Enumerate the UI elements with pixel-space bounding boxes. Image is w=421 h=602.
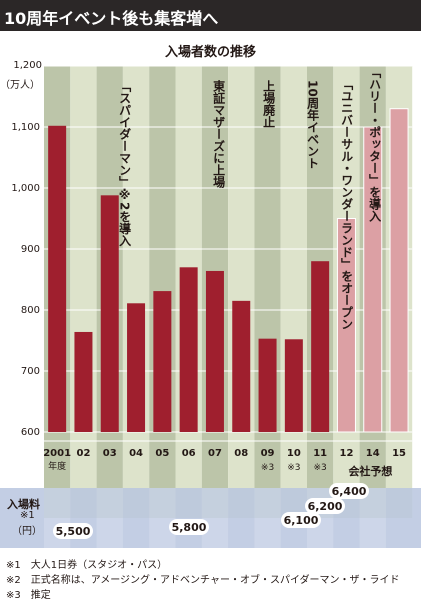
annotation-delisting: 上場廃止 — [261, 80, 276, 128]
y-tick-label: 1,000 — [11, 183, 40, 194]
x-tick-label: 10 — [287, 448, 301, 459]
admission-stripe-2 — [96, 488, 123, 548]
x-tick-label: 11 — [313, 448, 327, 459]
x-tick-label: 08 — [234, 448, 248, 459]
admission-note: ※1 — [20, 510, 35, 521]
footnote-1: ※1 大人1日券（スタジオ・パス） — [6, 560, 168, 571]
admission-pill — [305, 498, 345, 514]
y-tick-top: 1,200 — [13, 60, 42, 71]
annotation-mothers-listing: 東証マザーズに上場 — [211, 80, 226, 188]
bar — [179, 267, 198, 432]
admission-label: 入場料 — [7, 498, 40, 511]
estimate-mark: ※3 — [314, 463, 327, 473]
x-tick-label: 05 — [155, 448, 169, 459]
y-tick-label: 600 — [21, 427, 40, 438]
annotation-spiderman: 「スパイダーマン」※2を導入 — [117, 80, 132, 247]
annotation-10th-anniversary: 10周年イベント — [305, 80, 320, 169]
y-tick-label: 900 — [21, 244, 40, 255]
admission-pill — [329, 483, 369, 499]
bar — [48, 125, 67, 432]
forecast-label: 会社予想 — [348, 464, 392, 478]
bar — [311, 261, 330, 432]
bar — [284, 339, 303, 432]
admission-value: 6,100 — [284, 514, 319, 527]
bar — [74, 331, 93, 432]
annotation-wonderland: 「ユニバーサル・ワンダーランド」をオープン — [339, 78, 354, 330]
admission-stripe-6 — [201, 488, 229, 548]
column-stripe-9 — [280, 66, 307, 518]
column-stripe-8 — [254, 66, 281, 518]
forecast-bar — [389, 108, 409, 433]
chart-headline: 10周年イベント後も集客増へ — [4, 9, 219, 28]
y-tick-label: 700 — [21, 366, 40, 377]
column-stripe-3 — [122, 66, 150, 518]
bar — [205, 270, 224, 432]
x-tick-label: 03 — [103, 448, 117, 459]
y-tick-label: 800 — [21, 305, 40, 316]
y-unit-label: （万人） — [0, 80, 40, 91]
bar — [153, 291, 172, 432]
x-tick-label: 2001 — [43, 448, 71, 459]
admission-stripe-8 — [254, 488, 281, 548]
column-stripe-1 — [70, 66, 97, 518]
x-tick-label: 04 — [129, 448, 143, 459]
first-category-sub: 年度 — [48, 460, 66, 472]
x-tick-label: 06 — [182, 448, 196, 459]
footnote-3: ※3 推定 — [6, 590, 51, 601]
admission-pill — [53, 523, 93, 539]
admission-value: 6,400 — [332, 485, 367, 498]
x-tick-label: 15 — [392, 448, 406, 459]
bar — [100, 195, 119, 432]
estimate-mark: ※3 — [261, 463, 274, 473]
chart-title: 入場者数の推移 — [164, 45, 256, 60]
estimate-mark: ※3 — [287, 463, 300, 473]
bar — [127, 303, 146, 432]
admission-value: 5,500 — [56, 525, 91, 538]
footnote-2: ※2 正式名称は、アメージング・アドベンチャー・オブ・スパイダーマン・ザ・ライド — [6, 575, 400, 586]
bar — [232, 300, 251, 432]
annotation-harry-potter: 「ハリー・ポッター」を導入 — [367, 66, 382, 222]
admission-value: 6,200 — [308, 500, 343, 513]
forecast-bar — [363, 126, 383, 433]
header-band — [0, 0, 421, 31]
y-tick-label: 1,100 — [11, 122, 40, 133]
x-tick-label: 14 — [366, 448, 380, 459]
x-tick-label: 12 — [339, 448, 353, 459]
x-tick-label: 02 — [76, 448, 90, 459]
forecast-bar — [336, 218, 356, 433]
y-axis: 1,200 （万人） — [0, 58, 42, 458]
admission-value: 5,800 — [172, 521, 207, 534]
admission-pill — [281, 512, 321, 528]
admission-pill — [169, 519, 209, 535]
bar — [258, 338, 277, 432]
x-tick-label: 09 — [261, 448, 275, 459]
x-tick-label: 07 — [208, 448, 222, 459]
admission-stripe-4 — [149, 488, 176, 548]
column-stripe-7 — [228, 66, 255, 518]
admission-unit: （円） — [12, 526, 42, 537]
